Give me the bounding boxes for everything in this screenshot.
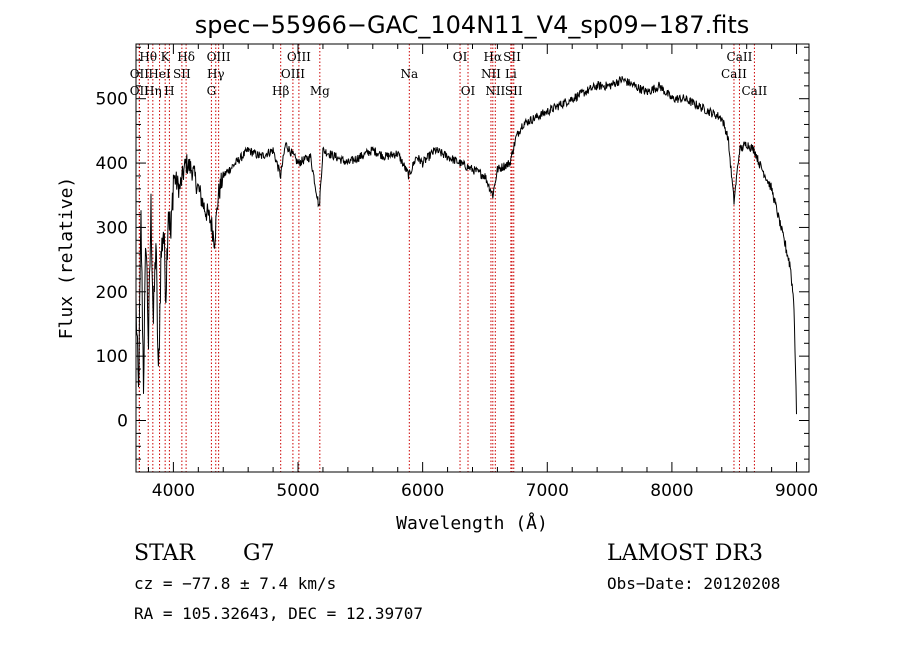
x-tick-label: 8000: [650, 481, 693, 501]
spectral-line-label: SII: [505, 84, 523, 98]
y-tick-label: 500: [96, 90, 128, 110]
observation-date: Obs−Date: 20120208: [607, 574, 780, 593]
spectral-line-label: CaII: [727, 50, 753, 64]
spectral-line-label: OIII: [287, 50, 311, 64]
object-class: STAR: [134, 541, 196, 566]
spectral-line-label: Hγ: [207, 67, 225, 81]
object-subclass: G7: [243, 541, 275, 566]
spectral-line-label: CaII: [741, 84, 767, 98]
redshift-velocity: cz = −77.8 ± 7.4 km/s: [134, 574, 336, 593]
spectral-line-label: Li: [505, 67, 517, 81]
survey-name: LAMOST DR3: [607, 541, 763, 566]
spectrum-series-line: [136, 76, 797, 414]
spectral-line-markers: [139, 44, 754, 472]
coordinates: RA = 105.32643, DEC = 12.39707: [134, 604, 423, 623]
y-tick-label: 100: [96, 347, 128, 367]
spectral-line-label: Hη: [144, 84, 162, 98]
y-tick-label: 200: [96, 283, 128, 303]
spectral-line-label: Mg: [310, 84, 330, 98]
y-axis-label: Flux (relative): [56, 177, 77, 340]
spectral-line-label: HeI: [148, 67, 171, 81]
spectral-line-label: OI: [453, 50, 468, 64]
chart-title: spec−55966−GAC_104N11_V4_sp09−187.fits: [195, 11, 749, 39]
plot-frame: [136, 44, 809, 472]
spectral-line-label: NII: [481, 67, 501, 81]
spectral-line-label: SII: [503, 50, 521, 64]
spectral-line-label: OIII: [207, 50, 231, 64]
spectral-line-label: Hβ: [272, 84, 289, 98]
spectral-line-label: Hα: [484, 50, 503, 64]
spectral-line-label: SII: [173, 67, 191, 81]
spectral-line-label: Hθ: [139, 50, 157, 64]
spectral-line-label: G: [207, 84, 217, 98]
spectral-line-label: Hδ: [177, 50, 195, 64]
y-tick-label: 400: [96, 154, 128, 174]
spectral-line-label: OII: [130, 67, 150, 81]
x-tick-label: 7000: [526, 481, 569, 501]
spectral-line-label: CaII: [721, 67, 747, 81]
x-tick-label: 6000: [401, 481, 444, 501]
spectral-line-label: H: [164, 84, 174, 98]
x-tick-label: 4000: [152, 481, 195, 501]
y-tick-label: 0: [117, 412, 128, 432]
spectral-line-label: K: [161, 50, 171, 64]
spectral-line-label: NII: [485, 84, 505, 98]
spectral-line-label: Na: [400, 67, 418, 81]
spectral-line-label: OI: [461, 84, 476, 98]
x-axis-label: Wavelength (Å): [396, 512, 548, 534]
y-tick-label: 300: [96, 218, 128, 238]
x-tick-label: 5000: [276, 481, 319, 501]
x-tick-label: 9000: [775, 481, 818, 501]
spectral-line-label: OIII: [281, 67, 305, 81]
